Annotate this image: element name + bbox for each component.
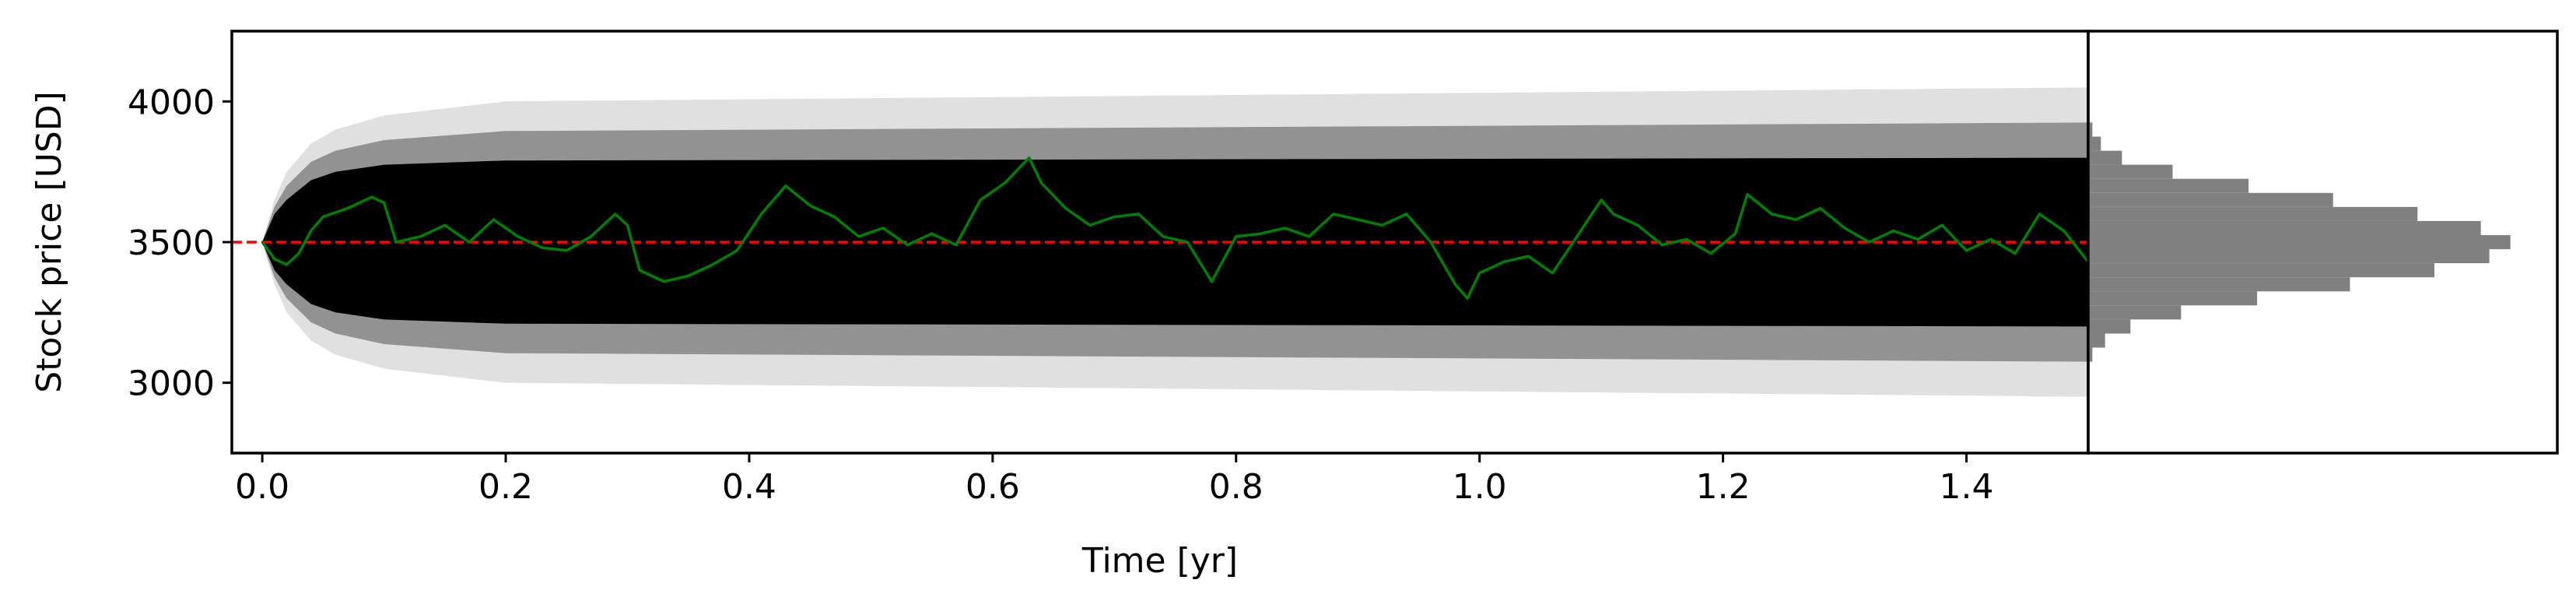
histogram-panel bbox=[2087, 30, 2559, 455]
histogram-bar bbox=[2088, 319, 2131, 334]
series-layer bbox=[261, 156, 2088, 300]
y-tick-label: 3500 bbox=[128, 223, 215, 263]
histogram-bar bbox=[2088, 178, 2249, 193]
histogram-bar bbox=[2088, 235, 2511, 250]
histogram-bar bbox=[2088, 347, 2093, 362]
series-line-0 bbox=[261, 156, 2088, 300]
main-plot-area: 0.0 0.2 0.4 0.6 0.8 1.0 1.2 1.4 3000 3500 4000 bbox=[128, 30, 2090, 507]
histogram-bar bbox=[2088, 249, 2490, 264]
histogram-bar bbox=[2088, 333, 2105, 348]
x-tick-label: 1.4 bbox=[1940, 467, 1994, 507]
x-tick-label: 0.2 bbox=[478, 467, 533, 507]
histogram-bar bbox=[2088, 150, 2122, 165]
x-tick-label: 1.0 bbox=[1453, 467, 1507, 507]
y-tick-label: 4000 bbox=[128, 83, 215, 122]
x-axis-ticks: 0.0 0.2 0.4 0.6 0.8 1.0 1.2 1.4 bbox=[235, 453, 1994, 507]
simulation-band-dense bbox=[262, 157, 2088, 327]
x-tick-label: 0.4 bbox=[722, 467, 776, 507]
histogram-bar bbox=[2088, 164, 2173, 179]
y-tick-label: 3000 bbox=[128, 364, 215, 404]
y-axis-title: Stock price [USD] bbox=[30, 91, 69, 393]
x-tick-label: 0.0 bbox=[235, 467, 289, 507]
x-tick-label: 0.8 bbox=[1209, 467, 1263, 507]
x-tick-label: 0.6 bbox=[966, 467, 1020, 507]
histogram-bar bbox=[2088, 220, 2481, 235]
simulation-band bbox=[262, 87, 2088, 397]
histogram-bar bbox=[2088, 291, 2258, 306]
histogram-frame bbox=[2087, 30, 2559, 455]
x-tick-label: 1.2 bbox=[1696, 467, 1751, 507]
x-axis-title: Time [yr] bbox=[1081, 541, 1238, 581]
histogram-bars bbox=[2088, 122, 2511, 362]
histogram-bar bbox=[2088, 136, 2101, 151]
histogram-bar bbox=[2088, 263, 2434, 278]
histogram-bar bbox=[2088, 277, 2350, 292]
histogram-bar bbox=[2088, 122, 2093, 137]
histogram-bar bbox=[2088, 206, 2418, 221]
histogram-bar bbox=[2088, 305, 2182, 320]
y-axis-ticks: 3000 3500 4000 bbox=[128, 83, 232, 404]
histogram-bar bbox=[2088, 192, 2333, 207]
